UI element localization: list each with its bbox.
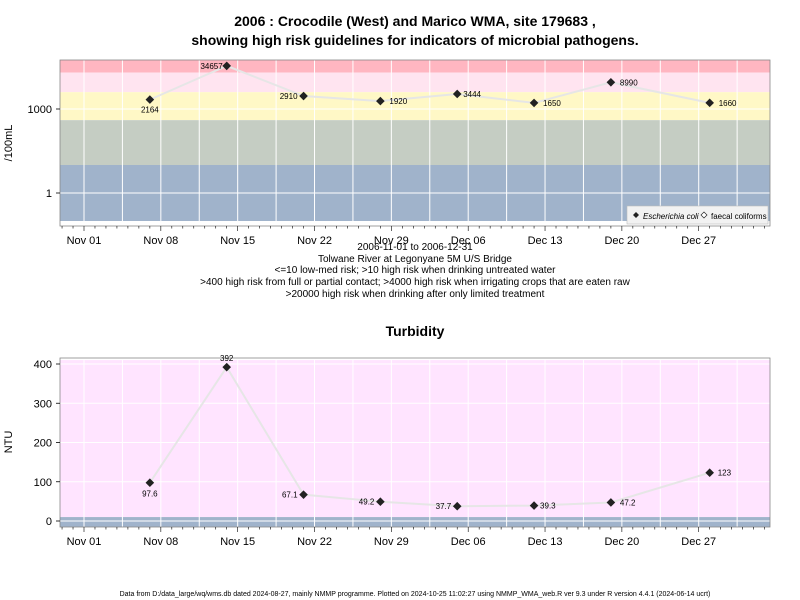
guideline-band xyxy=(60,92,770,121)
data-label: 39.3 xyxy=(540,502,556,511)
data-label: 123 xyxy=(718,469,732,478)
data-label: 47.2 xyxy=(620,498,636,507)
x-tick-label: Dec 13 xyxy=(528,536,563,548)
guideline-band xyxy=(60,360,770,518)
data-point xyxy=(222,61,232,71)
x-tick-label: Nov 08 xyxy=(143,536,178,548)
data-point xyxy=(376,497,385,506)
chart1-caption-line1: 2006-11-01 to 2006-12-31 xyxy=(357,242,473,253)
chart1-caption-line5: >20000 high risk when drinking after onl… xyxy=(286,289,545,300)
y-tick-label: 400 xyxy=(34,359,52,371)
data-point xyxy=(606,498,616,507)
guideline-band xyxy=(60,120,770,165)
x-tick-label: Dec 20 xyxy=(604,536,639,548)
x-tick-label: Nov 22 xyxy=(297,536,332,548)
x-tick-label: Nov 15 xyxy=(220,235,255,247)
data-point xyxy=(299,490,308,499)
legend-marker-open-diamond xyxy=(700,211,708,219)
footer-note: Data from D:/data_large/wq/wms.db dated … xyxy=(120,591,711,598)
chart1-caption-line4: >400 high risk from full or partial cont… xyxy=(200,277,630,288)
chart1-ylabel: /100mL xyxy=(3,125,15,162)
chart1-legend: Escherichia coli faecal coliforms xyxy=(626,205,769,225)
data-point xyxy=(376,96,385,106)
chart1-caption-line3: <=10 low-med risk; >10 high risk when dr… xyxy=(275,265,557,276)
y-tick-label: 1000 xyxy=(28,104,52,116)
data-label: 392 xyxy=(220,354,234,363)
x-tick-label: Nov 01 xyxy=(67,235,102,247)
data-point xyxy=(145,95,155,104)
plot-frame xyxy=(59,59,771,227)
data-label: 37.7 xyxy=(436,502,452,511)
data-label: 2164 xyxy=(141,106,159,115)
legend-label-escherichia-coli: Escherichia coli xyxy=(643,212,699,221)
data-point xyxy=(452,89,462,99)
x-tick-label: Nov 29 xyxy=(374,235,409,247)
data-point xyxy=(145,478,155,487)
x-tick-label: Dec 06 xyxy=(451,235,486,247)
data-label: 34657 xyxy=(200,62,223,71)
x-tick-label: Nov 08 xyxy=(143,235,178,247)
y-tick-label: 200 xyxy=(34,438,52,450)
data-label: 2910 xyxy=(280,92,298,101)
data-point xyxy=(529,98,539,108)
x-tick-label: Nov 01 xyxy=(67,536,102,548)
y-tick-label: 300 xyxy=(34,398,52,410)
data-label: 97.6 xyxy=(142,490,158,499)
chart2-ylabel: NTU xyxy=(3,431,15,454)
data-point xyxy=(529,501,539,510)
chart1-title-line2: showing high risk guidelines for indicat… xyxy=(191,32,638,48)
series-line xyxy=(149,365,710,508)
data-point xyxy=(452,501,462,511)
guideline-band xyxy=(60,517,770,527)
data-label: 1650 xyxy=(543,99,561,108)
guideline-band xyxy=(60,60,770,73)
data-label: 1660 xyxy=(719,99,737,108)
guideline-band xyxy=(60,72,770,93)
x-tick-label: Dec 06 xyxy=(451,536,486,548)
chart1-caption-line2: Tolwane River at Legonyane 5M U/S Bridge xyxy=(318,254,512,265)
x-tick-label: Dec 27 xyxy=(681,536,716,548)
y-tick-label: 100 xyxy=(34,477,52,489)
x-tick-label: Nov 29 xyxy=(374,536,409,548)
legend-marker-filled-diamond xyxy=(633,212,639,218)
legend-label-faecal-coliforms: faecal coliforms xyxy=(711,212,767,221)
data-label: 8990 xyxy=(620,78,638,87)
data-label: 67.1 xyxy=(282,491,298,500)
data-point xyxy=(705,98,714,108)
data-point xyxy=(222,362,232,372)
data-point xyxy=(299,91,308,101)
data-label: 1920 xyxy=(389,97,407,106)
chart1-plot-area: 1 1000 Nov 01 Nov 08 Nov 15 Nov 22 Nov 29 Dec 0… xyxy=(28,59,771,247)
data-point xyxy=(606,77,616,87)
x-tick-label: Dec 20 xyxy=(604,235,639,247)
chart2-plot-area: 0 100 200 300 400 Nov 01 Nov 08 Nov 15 Nov 22 Nov… xyxy=(34,354,771,548)
x-tick-label: Dec 27 xyxy=(681,235,716,247)
data-point xyxy=(705,468,714,478)
data-label: 3444 xyxy=(463,90,481,99)
x-tick-label: Nov 22 xyxy=(297,235,332,247)
y-tick-label: 0 xyxy=(46,516,52,528)
data-label: 49.2 xyxy=(359,498,375,507)
chart2-title: Turbidity xyxy=(386,323,445,339)
x-tick-label: Dec 13 xyxy=(528,235,563,247)
series-line xyxy=(149,64,710,104)
x-tick-label: Nov 15 xyxy=(220,536,255,548)
chart1-title-line1: 2006 : Crocodile (West) and Marico WMA, … xyxy=(234,13,596,29)
legend-box xyxy=(626,205,769,225)
y-tick-label: 1 xyxy=(46,188,52,200)
